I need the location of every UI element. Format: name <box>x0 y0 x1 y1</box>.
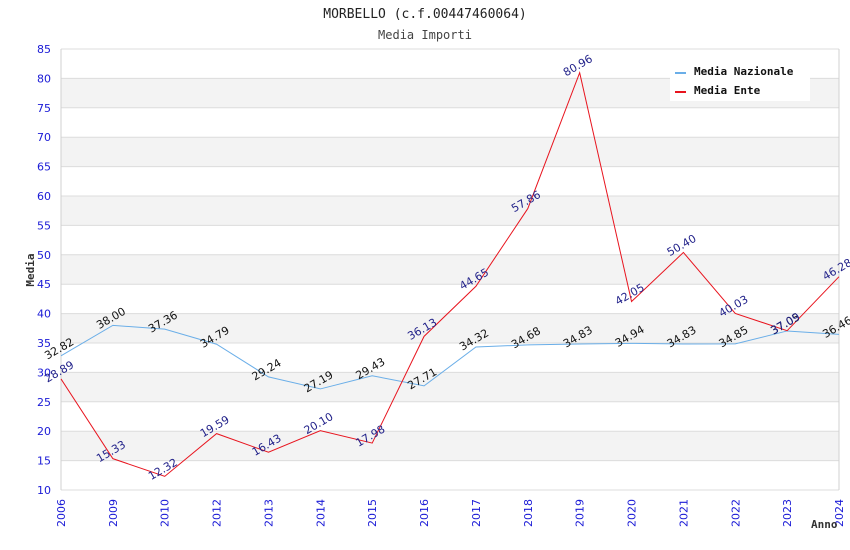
legend: Media Nazionale Media Ente <box>670 60 810 101</box>
x-tick-label: 2014 <box>314 499 327 527</box>
x-axis-ticks: 2006 2009 2010 2012 2013 2014 2015 2016 2017 2018… <box>55 499 846 527</box>
y-tick-label: 75 <box>37 102 51 115</box>
x-tick-label: 2016 <box>418 499 431 527</box>
legend-label-media-ente: Media Ente <box>694 84 761 97</box>
y-tick-label: 20 <box>37 425 51 438</box>
x-tick-label: 2023 <box>781 499 794 527</box>
data-label: 42.05 <box>613 281 647 308</box>
x-tick-label: 2024 <box>833 499 846 527</box>
y-tick-label: 30 <box>37 366 51 379</box>
y-axis-ticks: 10 15 20 25 30 35 40 45 50 55 60 65 70 75 80 85 <box>37 43 51 497</box>
series-lines <box>60 71 840 477</box>
chart-subtitle: Media Importi <box>378 28 472 42</box>
y-tick-label: 50 <box>37 249 51 262</box>
y-tick-label: 65 <box>37 161 51 174</box>
y-tick-label: 80 <box>37 72 51 85</box>
y-tick-label: 70 <box>37 131 51 144</box>
x-tick-label: 2013 <box>262 499 275 527</box>
series-line-media-nazionale <box>60 324 840 390</box>
legend-label-media-nazionale: Media Nazionale <box>694 65 794 78</box>
grid-band <box>61 431 839 461</box>
y-tick-label: 40 <box>37 308 51 321</box>
x-tick-label: 2015 <box>366 499 379 527</box>
grid-band <box>61 137 839 167</box>
series-line-media-ente <box>60 71 840 477</box>
grid-band <box>61 313 839 343</box>
x-tick-label: 2018 <box>522 499 535 527</box>
x-tick-label: 2022 <box>729 499 742 527</box>
x-axis-label: Anno <box>811 518 838 531</box>
y-tick-label: 60 <box>37 190 51 203</box>
y-tick-label: 10 <box>37 484 51 497</box>
y-tick-label: 85 <box>37 43 51 56</box>
x-tick-label: 2019 <box>574 499 587 527</box>
y-tick-label: 45 <box>37 278 51 291</box>
y-tick-label: 35 <box>37 337 51 350</box>
y-tick-label: 15 <box>37 455 51 468</box>
x-tick-label: 2010 <box>159 499 172 527</box>
grid-band <box>61 254 839 285</box>
grid-bands <box>61 78 839 461</box>
x-tick-label: 2012 <box>211 499 224 527</box>
legend-box <box>670 60 810 101</box>
x-tick-label: 2009 <box>107 499 120 527</box>
plot-frame <box>60 49 840 490</box>
x-tick-label: 2021 <box>677 499 690 527</box>
x-tick-label: 2017 <box>470 499 483 527</box>
x-tick-label: 2006 <box>55 499 68 527</box>
x-tick-label: 2020 <box>626 499 639 527</box>
y-tick-label: 55 <box>37 219 51 232</box>
grid-band <box>61 196 839 226</box>
chart-title: MORBELLO (c.f.00447460064) <box>323 7 527 22</box>
data-label: 80.96 <box>561 52 595 79</box>
y-tick-label: 25 <box>37 396 51 409</box>
y-axis-label: Media <box>24 253 37 286</box>
grid-band <box>61 372 839 402</box>
gridlines <box>61 48 839 491</box>
